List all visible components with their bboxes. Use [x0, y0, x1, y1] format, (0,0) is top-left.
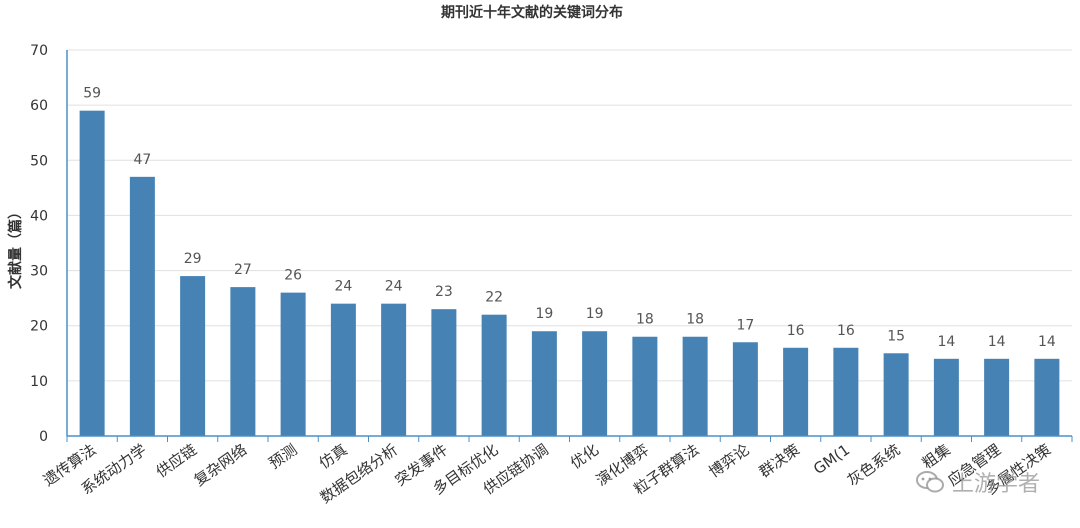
data-label: 18 [686, 312, 704, 328]
x-tick-label: 复杂网络 [191, 441, 250, 490]
data-label: 59 [83, 86, 101, 102]
y-tick-label: 10 [30, 374, 48, 390]
bar [682, 336, 708, 436]
gridlines [67, 49, 1072, 382]
data-label: 18 [636, 312, 654, 328]
y-tick-label: 50 [30, 153, 48, 169]
x-tick-label: 博弈论 [705, 441, 752, 482]
bar [230, 287, 256, 436]
y-axis-label: 文献量（篇） [7, 205, 24, 289]
y-tick-label: 40 [30, 208, 48, 224]
bars [79, 110, 1060, 437]
data-label: 16 [787, 323, 805, 339]
bar [381, 303, 407, 436]
data-label: 14 [937, 334, 955, 350]
x-tick-label: 群决策 [756, 441, 803, 482]
data-label: 16 [837, 323, 855, 339]
y-tick-label: 70 [30, 43, 48, 59]
y-tick-label: 0 [39, 429, 48, 445]
data-label: 27 [234, 262, 252, 278]
bar [431, 309, 457, 436]
bar [984, 358, 1010, 436]
y-tick-label: 20 [30, 319, 48, 335]
data-label: 14 [1038, 334, 1056, 350]
data-label: 22 [485, 290, 503, 306]
x-tick-label: 预测 [266, 441, 301, 473]
data-label: 14 [988, 334, 1006, 350]
data-label: 17 [736, 317, 754, 333]
bar [481, 314, 507, 436]
data-label: 19 [535, 306, 553, 322]
data-label: 47 [133, 152, 151, 168]
y-tick-label: 60 [30, 98, 48, 114]
bar [1034, 358, 1060, 436]
bar [833, 347, 859, 436]
data-label: 29 [184, 251, 202, 267]
bar [632, 336, 658, 436]
y-axis-ticks: 0 10 20 30 40 50 60 70 [30, 43, 48, 445]
bar [783, 347, 809, 436]
bar [280, 292, 306, 436]
axes [66, 50, 1073, 442]
x-tick-label: 灰色系统 [844, 441, 903, 490]
data-label: 26 [284, 268, 302, 284]
bar [531, 331, 557, 436]
bar [79, 110, 105, 437]
x-tick-label: 优化 [567, 441, 602, 473]
bar [883, 353, 909, 436]
bar [330, 303, 356, 436]
bar [582, 331, 608, 436]
bar [732, 342, 758, 436]
watermark-text: 上游学者 [951, 472, 1040, 497]
data-label: 19 [586, 306, 604, 322]
data-label: 15 [887, 328, 905, 344]
data-label: 24 [385, 279, 403, 295]
bar [180, 276, 206, 436]
data-label: 23 [435, 284, 453, 300]
x-tick-label: 仿真 [316, 441, 351, 473]
y-tick-label: 30 [30, 264, 48, 280]
data-labels: 59 47 29 27 26 24 24 23 22 19 19 18 18 17 16 16 15 14 14 14 [83, 86, 1056, 350]
chart-title: 期刊近十年文献的关键词分布 [441, 4, 623, 21]
bar [129, 176, 155, 437]
bar [933, 358, 959, 436]
wechat-icon [915, 471, 944, 493]
data-label: 24 [334, 279, 352, 295]
watermark: 上游学者 [915, 466, 1040, 498]
